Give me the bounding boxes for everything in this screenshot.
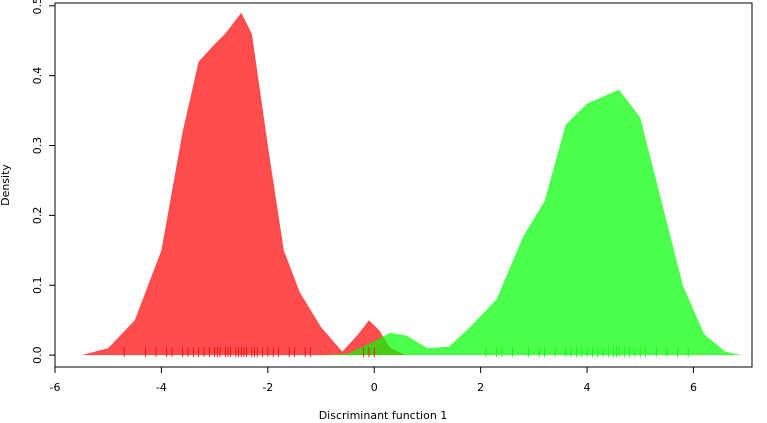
density-area bbox=[81, 12, 407, 356]
x-tick-label: 6 bbox=[690, 381, 697, 394]
x-axis-label: Discriminant function 1 bbox=[319, 409, 448, 422]
x-tick-label: 4 bbox=[584, 381, 591, 394]
x-tick-label: 0 bbox=[371, 381, 378, 394]
y-tick-label: 0.0 bbox=[31, 346, 44, 364]
y-tick-label: 0.3 bbox=[31, 137, 44, 155]
y-tick-label: 0.5 bbox=[31, 0, 44, 15]
y-tick-label: 0.4 bbox=[31, 67, 44, 85]
density-area bbox=[321, 89, 742, 356]
x-tick-label: -4 bbox=[156, 381, 167, 394]
x-tick-label: -6 bbox=[50, 381, 61, 394]
x-tick-label: -2 bbox=[262, 381, 273, 394]
plot-frame bbox=[54, 2, 753, 368]
y-tick-label: 0.1 bbox=[31, 277, 44, 295]
y-axis-label: Density bbox=[0, 164, 12, 206]
x-tick-label: 2 bbox=[477, 381, 484, 394]
y-tick-label: 0.2 bbox=[31, 207, 44, 225]
